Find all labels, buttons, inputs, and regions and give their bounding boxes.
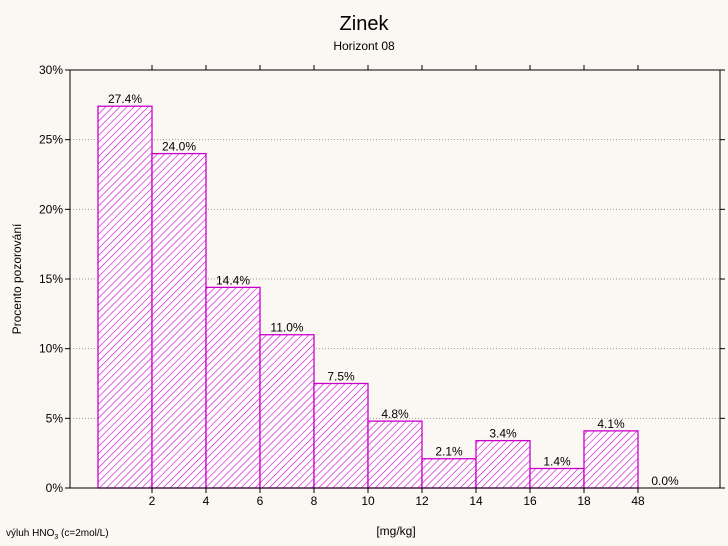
x-axis-ticks: 2 4 6 8 10 12 14 16 18 48: [149, 65, 645, 508]
x-axis-label: [mg/kg]: [376, 524, 415, 538]
bar-value-label: 1.4%: [543, 454, 571, 468]
bar: [367, 420, 423, 489]
chart-subtitle: Horizont 08: [333, 39, 395, 53]
bars: [97, 105, 639, 489]
y-axis-ticks: 0% 5% 10% 15% 20% 25% 30%: [39, 63, 725, 495]
bar-value-label: 0.0%: [651, 474, 679, 488]
bar: [529, 467, 585, 489]
footnote-suffix: (c=2mol/L): [58, 528, 108, 539]
y-tick-label: 0%: [46, 481, 64, 495]
footnote-subscript: 3: [54, 534, 58, 541]
x-tick-label: 16: [523, 494, 537, 508]
x-tick-label: 48: [631, 494, 645, 508]
y-tick-label: 15%: [39, 272, 63, 286]
y-tick-label: 10%: [39, 342, 63, 356]
bar-value-label: 14.4%: [216, 273, 250, 287]
bar: [313, 382, 369, 489]
bar-value-label: 24.0%: [162, 140, 196, 154]
footnote: výluh HNO3 (c=2mol/L): [6, 528, 109, 541]
x-tick-label: 6: [257, 494, 264, 508]
y-axis-label: Procento pozorování: [10, 223, 24, 334]
y-tick-label: 5%: [46, 411, 64, 425]
bar: [205, 286, 261, 489]
x-tick-label: 14: [469, 494, 483, 508]
x-tick-label: 12: [415, 494, 429, 508]
bar-value-label: 2.1%: [435, 445, 463, 459]
bar-value-label: 4.8%: [381, 407, 409, 421]
bar-value-label: 11.0%: [270, 321, 303, 335]
chart-title: Zinek: [340, 13, 390, 35]
bar: [583, 430, 639, 489]
bar: [421, 458, 477, 489]
x-tick-label: 2: [149, 494, 156, 508]
bar-value-label: 7.5%: [327, 370, 355, 384]
x-tick-label: 8: [311, 494, 318, 508]
footnote-text: výluh HNO: [6, 528, 55, 539]
y-tick-label: 25%: [39, 133, 63, 147]
bar: [151, 152, 207, 489]
x-tick-label: 4: [203, 494, 210, 508]
bar-value-label: 27.4%: [108, 92, 142, 106]
bar: [259, 334, 315, 489]
bar: [475, 439, 531, 489]
x-tick-label: 10: [361, 494, 375, 508]
x-tick-label: 18: [577, 494, 591, 508]
y-tick-label: 30%: [39, 63, 63, 77]
bar: [97, 105, 153, 489]
bar-value-label: 3.4%: [489, 427, 517, 441]
bar-labels: 27.4% 24.0% 14.4% 11.0% 7.5% 4.8% 2.1% 3.4% 1.4%…: [108, 92, 679, 488]
bar-value-label: 4.1%: [597, 417, 625, 431]
y-tick-label: 20%: [39, 202, 63, 216]
